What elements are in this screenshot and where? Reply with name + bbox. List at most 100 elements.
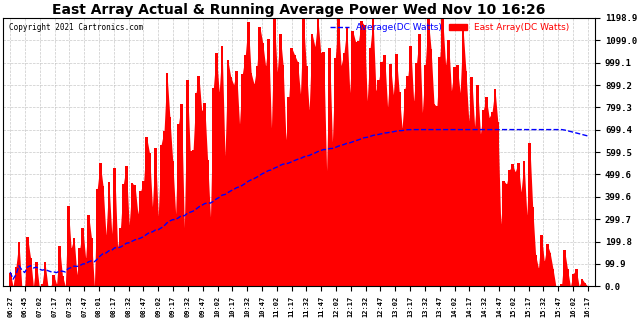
Bar [537, 268, 540, 286]
Bar [244, 55, 246, 286]
Bar [192, 150, 195, 286]
Bar [229, 77, 232, 286]
Bar [429, 49, 433, 286]
Bar [334, 58, 337, 286]
Bar [450, 91, 452, 286]
Bar [299, 94, 302, 286]
Bar [323, 52, 325, 286]
Bar [346, 27, 348, 286]
Bar [174, 214, 177, 286]
Bar [436, 107, 438, 286]
Bar [406, 76, 409, 286]
Bar [58, 246, 61, 286]
Bar [35, 261, 38, 286]
Bar [218, 92, 221, 286]
Bar [285, 140, 287, 286]
Bar [319, 53, 322, 286]
Bar [499, 224, 502, 286]
Bar [227, 60, 229, 286]
Bar [351, 31, 354, 286]
Bar [372, 18, 374, 286]
Bar [293, 55, 296, 286]
Bar [342, 52, 346, 286]
Bar [287, 97, 290, 286]
Bar [584, 283, 586, 286]
Bar [253, 84, 255, 286]
Bar [70, 248, 72, 286]
Bar [357, 41, 360, 286]
Bar [9, 273, 12, 286]
Bar [142, 181, 145, 286]
Bar [427, 18, 429, 286]
Bar [525, 215, 528, 286]
Bar [264, 66, 267, 286]
Bar [108, 182, 110, 286]
Bar [131, 183, 134, 286]
Bar [493, 89, 497, 286]
Bar [491, 112, 493, 286]
Bar [561, 284, 563, 286]
Bar [531, 207, 534, 286]
Bar [546, 244, 548, 286]
Bar [238, 124, 241, 286]
Bar [511, 164, 514, 286]
Bar [116, 248, 119, 286]
Bar [136, 214, 140, 286]
Bar [404, 89, 406, 286]
Bar [122, 184, 125, 286]
Bar [314, 47, 316, 286]
Bar [81, 228, 84, 286]
Bar [482, 110, 484, 286]
Bar [221, 46, 223, 286]
Bar [87, 214, 90, 286]
Bar [125, 166, 127, 286]
Bar [177, 124, 180, 286]
Bar [386, 107, 389, 286]
Bar [79, 248, 81, 286]
Bar [212, 88, 215, 286]
Bar [104, 235, 108, 286]
Bar [259, 27, 261, 286]
Bar [444, 65, 447, 286]
Bar [459, 93, 461, 286]
Bar [198, 76, 200, 286]
Bar [302, 18, 305, 286]
Bar [467, 121, 470, 286]
Bar [566, 269, 569, 286]
Bar [502, 181, 505, 286]
Bar [395, 54, 397, 286]
Bar [261, 43, 264, 286]
Bar [380, 62, 383, 286]
Bar [392, 95, 395, 286]
Bar [497, 122, 499, 286]
Bar [508, 170, 511, 286]
Bar [442, 18, 444, 286]
Bar [279, 34, 282, 286]
Bar [325, 171, 328, 286]
Bar [99, 163, 102, 286]
Bar [102, 186, 104, 286]
Bar [183, 228, 186, 286]
Bar [44, 262, 46, 286]
Bar [145, 137, 148, 286]
Bar [168, 117, 172, 286]
Bar [514, 172, 516, 286]
Bar [374, 91, 378, 286]
Bar [310, 34, 314, 286]
Bar [26, 237, 29, 286]
Bar [328, 48, 331, 286]
Bar [540, 235, 543, 286]
Bar [55, 284, 58, 286]
Bar [270, 128, 273, 286]
Bar [473, 127, 476, 286]
Bar [389, 64, 392, 286]
Bar [305, 66, 308, 286]
Bar [366, 101, 369, 286]
Bar [412, 101, 415, 286]
Bar [461, 28, 465, 286]
Bar [148, 153, 151, 286]
Bar [241, 74, 244, 286]
Bar [308, 110, 310, 286]
Bar [485, 97, 488, 286]
Bar [438, 57, 441, 286]
